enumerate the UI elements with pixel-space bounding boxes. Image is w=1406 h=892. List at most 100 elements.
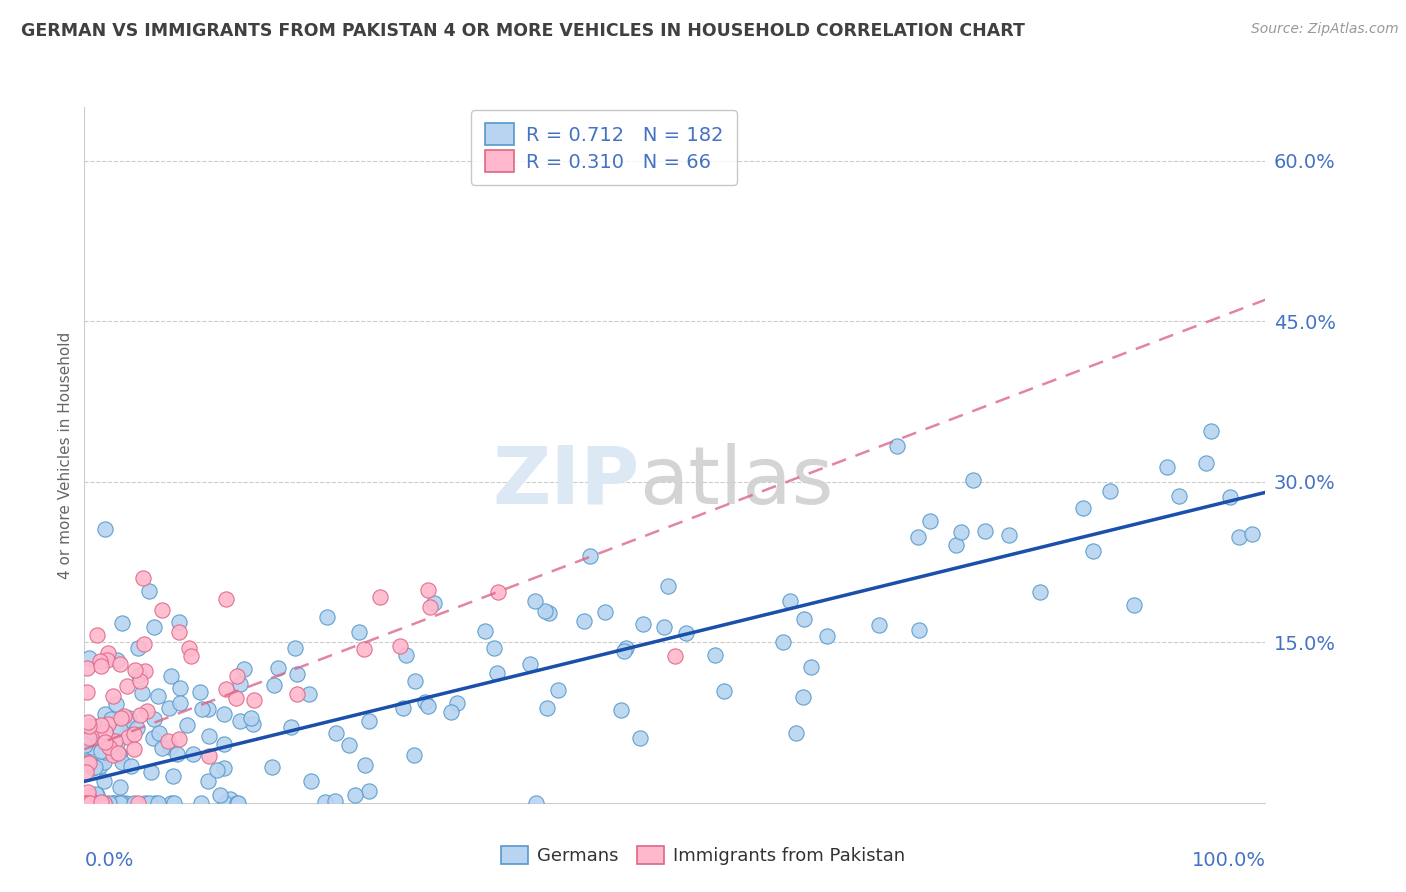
Point (226, 796, 249, 810)
Point (90, 795, 112, 809)
Point (107, 748, 129, 763)
Point (84, 760, 107, 774)
Text: 100.0%: 100.0% (1191, 851, 1265, 870)
Point (416, 698, 439, 713)
Point (262, 759, 284, 773)
Point (115, 679, 138, 693)
Point (1227, 531, 1250, 545)
Point (124, 796, 146, 810)
Point (191, 702, 214, 716)
Point (1201, 424, 1223, 438)
Point (167, 731, 190, 746)
Point (949, 524, 972, 539)
Point (79, 756, 101, 771)
Point (122, 727, 145, 741)
Point (87, 723, 110, 737)
Point (347, 625, 370, 640)
Point (920, 515, 942, 529)
Point (1240, 526, 1263, 541)
Point (229, 714, 252, 729)
Point (141, 765, 163, 780)
Point (77, 719, 100, 733)
Point (212, 707, 235, 722)
Point (263, 678, 285, 692)
Point (664, 648, 686, 663)
Point (124, 663, 146, 677)
Point (166, 747, 188, 761)
Point (150, 603, 173, 617)
Point (146, 796, 169, 810)
Point (779, 594, 801, 608)
Point (132, 571, 155, 585)
Point (94, 735, 117, 749)
Point (80, 739, 103, 754)
Point (143, 619, 166, 633)
Point (416, 582, 439, 597)
Point (79, 796, 101, 810)
Point (614, 641, 637, 656)
Point (631, 616, 654, 631)
Point (122, 741, 145, 756)
Point (105, 653, 128, 667)
Point (675, 625, 697, 640)
Point (657, 579, 679, 593)
Point (160, 796, 183, 810)
Point (120, 759, 142, 773)
Point (344, 788, 367, 802)
Point (76, 789, 98, 804)
Point (86, 796, 108, 810)
Point (138, 583, 160, 598)
Point (80, 796, 103, 810)
Point (77, 785, 100, 799)
Point (226, 796, 249, 810)
Point (214, 796, 236, 810)
Point (90, 658, 112, 673)
Point (117, 714, 139, 728)
Point (240, 711, 263, 725)
Point (233, 662, 256, 676)
Point (142, 731, 165, 746)
Point (628, 731, 651, 745)
Point (652, 620, 675, 634)
Point (1098, 484, 1121, 499)
Point (131, 686, 153, 700)
Point (105, 736, 128, 750)
Point (93, 774, 115, 789)
Point (962, 473, 984, 487)
Point (76, 796, 98, 810)
Point (572, 615, 595, 629)
Point (82, 761, 104, 775)
Point (354, 758, 377, 772)
Point (482, 641, 505, 656)
Point (148, 725, 170, 739)
Point (353, 641, 375, 656)
Point (325, 725, 347, 739)
Point (323, 794, 346, 808)
Point (115, 728, 138, 742)
Point (392, 701, 415, 715)
Point (793, 612, 815, 626)
Point (523, 593, 546, 607)
Point (772, 635, 794, 649)
Point (134, 796, 156, 810)
Point (104, 697, 127, 711)
Point (75, 765, 97, 780)
Point (792, 690, 814, 705)
Point (357, 784, 380, 798)
Point (945, 538, 967, 552)
Point (215, 682, 238, 697)
Point (159, 739, 181, 754)
Point (284, 641, 307, 656)
Point (1156, 459, 1178, 474)
Point (285, 687, 308, 701)
Point (197, 774, 219, 789)
Point (73, 796, 96, 810)
Y-axis label: 4 or more Vehicles in Household: 4 or more Vehicles in Household (58, 331, 73, 579)
Point (107, 747, 129, 761)
Point (388, 639, 411, 653)
Point (419, 600, 441, 615)
Point (285, 667, 308, 681)
Text: ZIP: ZIP (492, 442, 640, 521)
Point (93, 796, 115, 810)
Point (613, 644, 636, 658)
